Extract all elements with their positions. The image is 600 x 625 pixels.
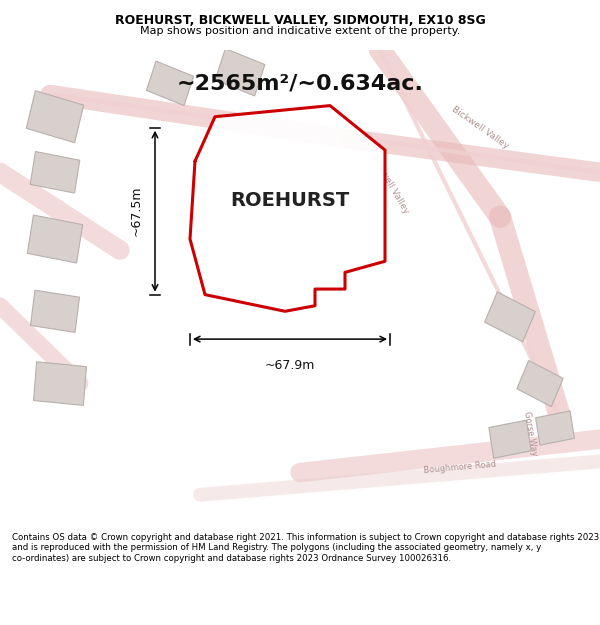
Text: ~67.9m: ~67.9m xyxy=(265,359,315,372)
Bar xyxy=(517,361,563,407)
Bar xyxy=(146,61,194,106)
Bar xyxy=(31,290,80,332)
Text: Bickwell Valley: Bickwell Valley xyxy=(369,152,411,215)
Text: ROEHURST: ROEHURST xyxy=(230,191,350,209)
Text: Boughmore Road: Boughmore Road xyxy=(424,459,497,474)
Text: Contains OS data © Crown copyright and database right 2021. This information is : Contains OS data © Crown copyright and d… xyxy=(12,533,599,562)
Text: ~67.5m: ~67.5m xyxy=(130,186,143,236)
Bar xyxy=(536,411,574,445)
Text: Gorse Way: Gorse Way xyxy=(521,411,538,457)
Bar xyxy=(28,215,83,263)
Bar xyxy=(30,151,80,193)
Bar xyxy=(485,292,535,342)
Bar xyxy=(34,362,86,406)
Polygon shape xyxy=(190,106,385,311)
Bar xyxy=(26,91,83,142)
Bar xyxy=(489,420,531,458)
Text: Map shows position and indicative extent of the property.: Map shows position and indicative extent… xyxy=(140,26,460,36)
Text: ~2565m²/~0.634ac.: ~2565m²/~0.634ac. xyxy=(176,73,424,93)
Bar xyxy=(215,49,265,96)
Text: ROEHURST, BICKWELL VALLEY, SIDMOUTH, EX10 8SG: ROEHURST, BICKWELL VALLEY, SIDMOUTH, EX1… xyxy=(115,14,485,27)
Text: Bickwell Valley: Bickwell Valley xyxy=(450,105,510,151)
